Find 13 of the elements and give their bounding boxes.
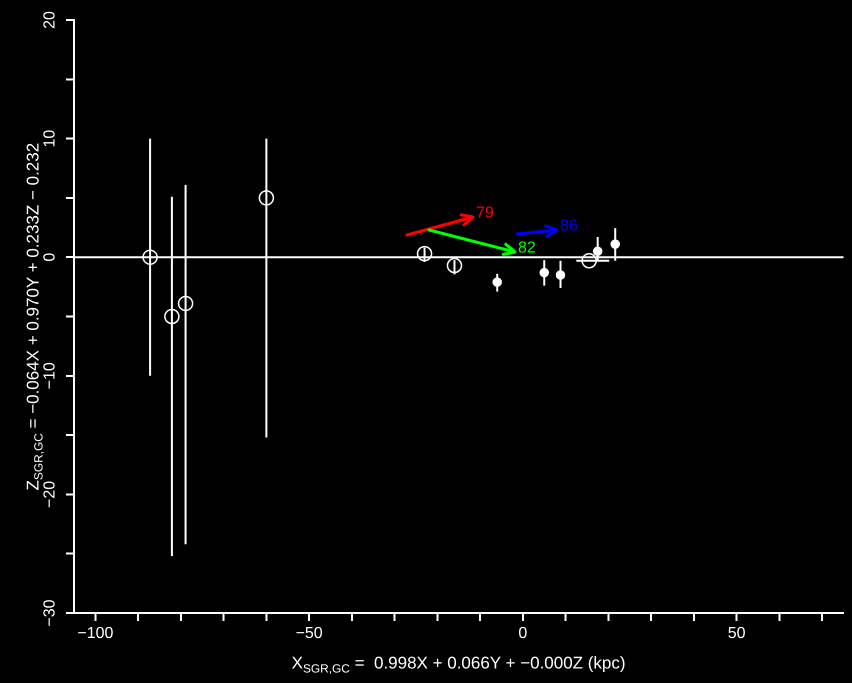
x-tick-label: 50 <box>728 625 746 642</box>
y-tick-label: 20 <box>41 11 58 29</box>
x-tick-label: 0 <box>518 625 528 642</box>
annotation: 86 <box>560 217 578 234</box>
y-tick-label: −30 <box>41 599 58 627</box>
y-tick-label: 10 <box>41 130 58 148</box>
x-tick-label: −50 <box>296 625 323 642</box>
y-tick-label: 0 <box>41 252 58 262</box>
y-tick-label: −20 <box>41 480 58 508</box>
y-tick-label: −10 <box>41 362 58 390</box>
annotation: 82 <box>518 239 536 256</box>
x-tick-label: −100 <box>77 625 114 642</box>
annotation: 79 <box>476 204 494 222</box>
